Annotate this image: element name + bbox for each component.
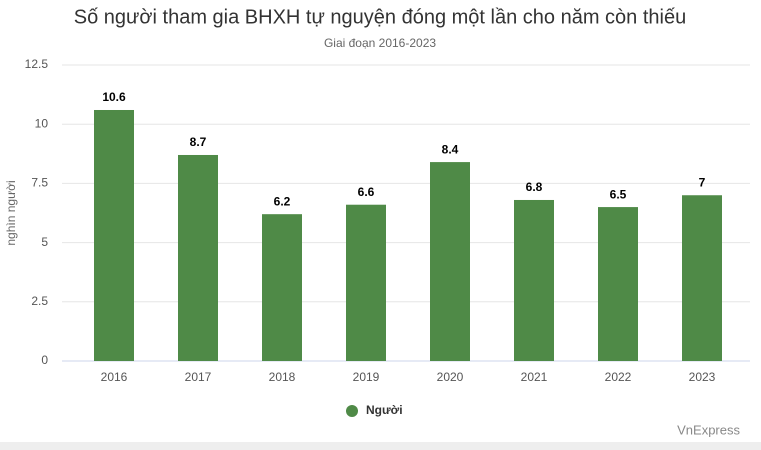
bar xyxy=(598,207,638,361)
bar xyxy=(94,109,134,361)
x-tick-label: 2019 xyxy=(353,370,380,384)
bar xyxy=(514,199,554,361)
bar xyxy=(262,214,302,361)
x-tick-label: 2017 xyxy=(185,370,212,384)
data-label: 10.6 xyxy=(102,90,126,104)
chart-subtitle: Giai đoạn 2016-2023 xyxy=(324,36,436,50)
y-tick-label: 2.5 xyxy=(31,294,48,308)
data-label: 6.5 xyxy=(610,187,627,201)
y-tick-label: 7.5 xyxy=(31,176,48,190)
credit: VnExpress xyxy=(677,422,740,437)
data-label: 8.4 xyxy=(442,142,459,156)
bar xyxy=(430,162,470,361)
data-label: 6.6 xyxy=(358,185,375,199)
y-tick-label: 5 xyxy=(41,235,48,249)
x-tick-label: 2021 xyxy=(521,370,548,384)
data-label: 6.8 xyxy=(526,180,543,194)
bottom-strip xyxy=(0,442,761,450)
x-tick-label: 2022 xyxy=(605,370,632,384)
y-axis-label: nghìn người xyxy=(4,180,18,245)
bar xyxy=(346,204,386,361)
x-tick-label: 2016 xyxy=(101,370,128,384)
y-tick-label: 0 xyxy=(41,353,48,367)
y-tick-label: 12.5 xyxy=(25,57,49,71)
data-label: 8.7 xyxy=(190,135,207,149)
x-tick-label: 2018 xyxy=(269,370,296,384)
legend-label: Người xyxy=(366,403,403,417)
x-tick-label: 2023 xyxy=(689,370,716,384)
legend-marker xyxy=(346,405,358,417)
data-label: 6.2 xyxy=(274,194,291,208)
bar xyxy=(178,154,218,361)
y-tick-label: 10 xyxy=(35,116,49,130)
data-label: 7 xyxy=(699,175,706,189)
x-tick-label: 2020 xyxy=(437,370,464,384)
chart-title: Số người tham gia BHXH tự nguyện đóng mộ… xyxy=(74,6,686,28)
bar xyxy=(682,195,722,361)
